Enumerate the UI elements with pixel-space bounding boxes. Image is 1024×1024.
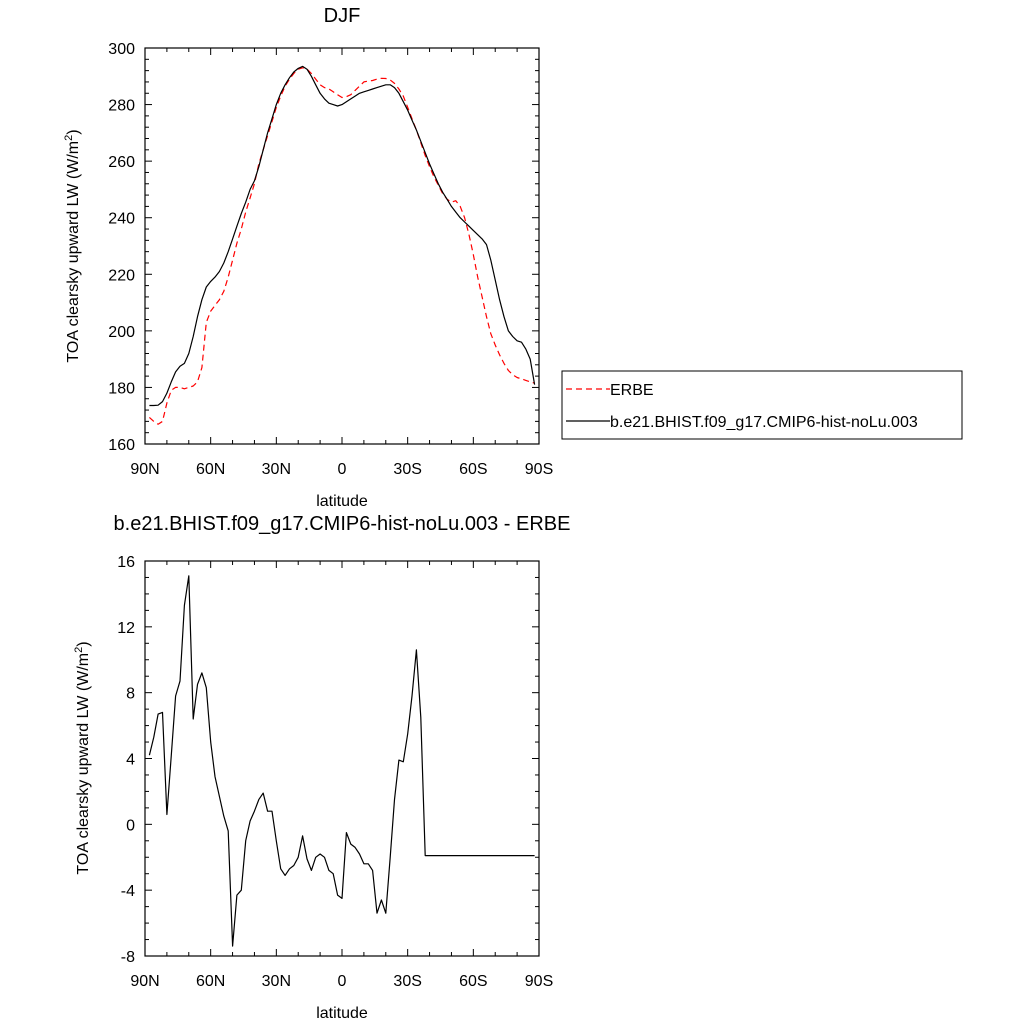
top-chart-ytick-label: 280 [108,98,135,115]
bottom-chart-xtick-label: 60N [196,973,225,990]
bottom-chart-xtick-label: 0 [338,973,347,990]
top-chart-ytick-label: 240 [108,211,135,228]
bottom-chart-ytick-label: -4 [121,883,135,900]
top-chart-ytick-label: 300 [108,41,135,58]
bottom-chart-ytick-label: 4 [126,752,135,769]
top-chart-ylabel-main: TOA clearsky upward LW (W/m [65,141,82,363]
bottom-chart-xtick-label: 30N [262,973,291,990]
bottom-chart-ytick-label: 16 [117,554,135,571]
top-chart-ylabel-close: ) [65,129,82,134]
top-chart-ytick-label: 180 [108,380,135,397]
top-chart-series-line-0 [148,67,535,425]
bottom-chart-ytick-label: -8 [121,949,135,966]
top-chart-xtick-label: 30N [262,461,291,478]
top-chart-series-line-1 [149,65,536,407]
bottom-chart-title: b.e21.BHIST.f09_g17.CMIP6-hist-noLu.003 … [114,513,571,535]
bottom-chart-ylabel: TOA clearsky upward LW (W/m2) [73,641,92,874]
svg-text:TOA clearsky upward LW (W/m2): TOA clearsky upward LW (W/m2) [63,129,82,362]
bottom-chart-series-line-0 [148,575,535,947]
bottom-chart-xtick-label: 90N [130,973,159,990]
bottom-chart-xtick-label: 90S [525,973,553,990]
top-chart-ytick-label: 220 [108,267,135,284]
top-chart-ytick-label: 160 [108,437,135,454]
top-chart-ytick-label: 260 [108,154,135,171]
bottom-chart-xtick-label: 30S [393,973,421,990]
bottom-chart-xlabel: latitude [316,1005,368,1022]
svg-text:TOA clearsky upward LW (W/m2): TOA clearsky upward LW (W/m2) [73,641,92,874]
top-chart-frame [144,47,540,445]
top-chart-ytick-label: 200 [108,324,135,341]
bottom-chart: b.e21.BHIST.f09_g17.CMIP6-hist-noLu.003 … [73,513,570,1022]
top-chart-ylabel-sup: 2 [63,135,75,141]
bottom-chart-ytick-label: 8 [126,686,135,703]
top-chart-xtick-label: 30S [393,461,421,478]
legend-label-model: b.e21.BHIST.f09_g17.CMIP6-hist-noLu.003 [610,414,918,431]
top-chart-ylabel: TOA clearsky upward LW (W/m2) [63,129,82,362]
bottom-chart-ylabel-main: TOA clearsky upward LW (W/m [75,653,92,875]
top-chart-xlabel: latitude [316,493,368,510]
bottom-chart-ylabel-sup: 2 [73,647,85,653]
bottom-chart-ytick-label: 0 [126,817,135,834]
top-chart: DJF TOA clearsky upward LW (W/m2) latitu… [63,5,553,510]
bottom-chart-ytick-label: 12 [117,620,135,637]
legend-box [561,370,963,440]
legend-label-erbe: ERBE [610,382,654,399]
top-chart-xtick-label: 90S [525,461,553,478]
top-chart-xtick-label: 0 [338,461,347,478]
top-chart-title: DJF [324,5,361,27]
bottom-chart-ylabel-close: ) [75,641,92,646]
bottom-chart-xtick-label: 60S [459,973,487,990]
top-chart-xtick-label: 90N [130,461,159,478]
top-chart-xtick-label: 60S [459,461,487,478]
legend: ERBE b.e21.BHIST.f09_g17.CMIP6-hist-noLu… [561,370,963,440]
top-chart-xtick-label: 60N [196,461,225,478]
